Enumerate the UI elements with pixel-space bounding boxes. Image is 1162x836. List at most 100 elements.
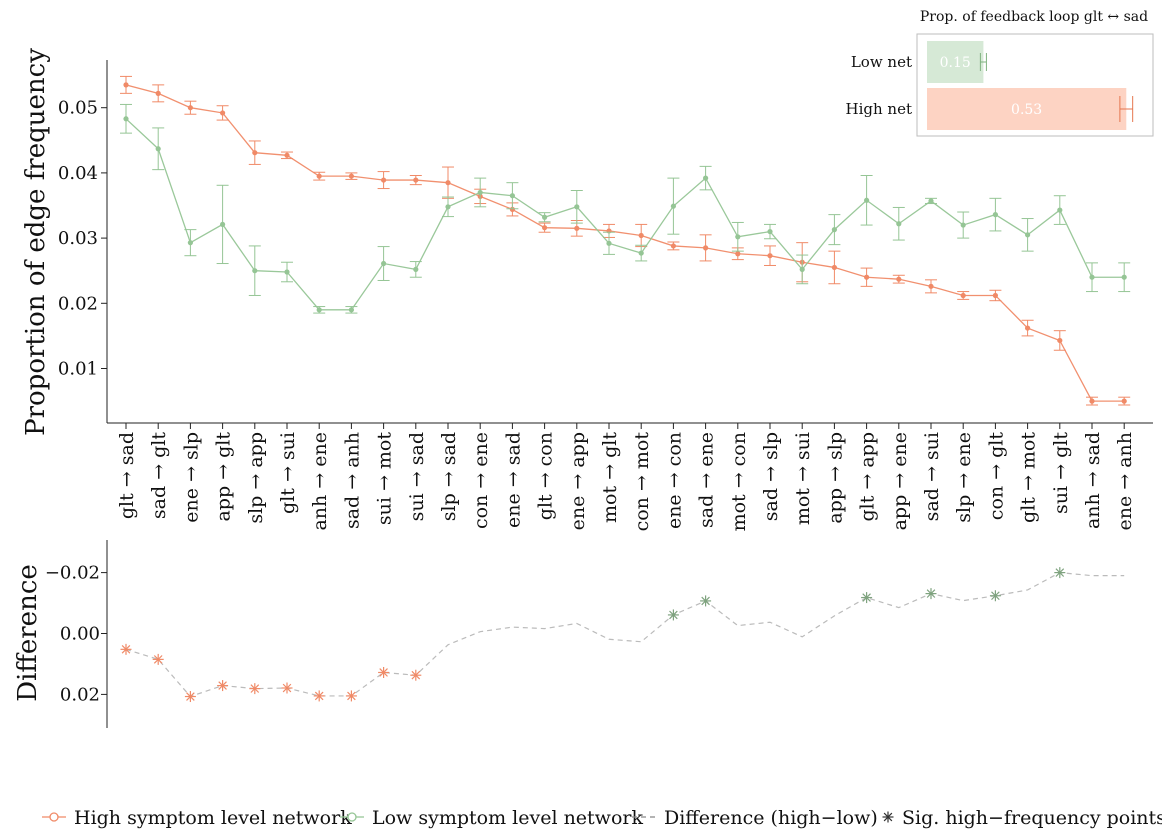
top-x-ticks: glt → sad sad → glt ene → slp app → glt slp … xyxy=(116,423,1136,531)
data-point xyxy=(1121,274,1127,280)
data-point xyxy=(155,146,161,152)
data-point xyxy=(413,266,419,272)
legend-item: Sig. high−frequency points xyxy=(882,807,1162,829)
bottom-series xyxy=(120,567,1125,703)
bottom-y-ticks: −0.02 0.00 0.02 xyxy=(45,563,107,705)
inset-title: Prop. of feedback loop glt ↔ sad xyxy=(920,9,1148,25)
top-x-tick-label: glt → sad xyxy=(116,432,138,519)
sig-marker-stroke xyxy=(218,681,227,690)
bottom-y-tick-label: 0.02 xyxy=(60,684,100,705)
data-point xyxy=(703,175,709,181)
data-point xyxy=(735,251,741,257)
top-x-tick-label: sad → glt xyxy=(148,432,170,519)
data-point xyxy=(960,292,966,299)
data-point xyxy=(831,264,838,271)
data-point xyxy=(445,180,451,186)
data-point xyxy=(413,177,419,183)
top-series xyxy=(120,75,1131,406)
top-x-tick-label: sad → ene xyxy=(696,432,718,528)
bottom-y-tick-label: −0.02 xyxy=(45,563,100,584)
data-point xyxy=(670,243,677,249)
data-point xyxy=(316,173,322,179)
data-point xyxy=(767,228,773,235)
top-y-tick-label: 0.03 xyxy=(58,228,98,249)
data-point xyxy=(542,214,548,220)
top-y-ticks: 0.01 0.02 0.03 0.04 0.05 xyxy=(58,98,107,380)
top-y-tick-label: 0.01 xyxy=(58,359,98,380)
data-point xyxy=(574,225,580,231)
data-point xyxy=(381,177,387,183)
sig-marker-stroke xyxy=(883,812,893,822)
top-x-tick-label: sad → anh xyxy=(341,432,363,529)
sig-marker xyxy=(667,609,679,621)
data-point xyxy=(992,212,999,218)
sig-marker xyxy=(249,683,261,695)
bottom-y-axis-title: Difference xyxy=(13,564,43,702)
sig-marker-stroke xyxy=(379,668,388,677)
data-point xyxy=(284,269,290,275)
series-low xyxy=(120,103,1131,314)
data-point xyxy=(252,150,258,156)
top-x-tick-label: slp → sad xyxy=(438,432,460,521)
sig-marker xyxy=(989,590,1001,602)
data-point xyxy=(703,245,709,251)
data-point xyxy=(477,189,483,196)
top-x-tick-label: slp → app xyxy=(245,432,267,524)
data-point xyxy=(638,250,644,256)
data-point xyxy=(220,221,226,228)
sig-marker-stroke xyxy=(282,683,292,693)
bottom-panel: −0.02 0.00 0.02 Difference xyxy=(13,540,1125,728)
inset-bars: Low net 0.15 High net 0.53 xyxy=(846,41,1134,130)
top-x-tick-label: sui → mot xyxy=(374,432,396,526)
sig-marker xyxy=(925,588,937,600)
top-x-tick-label: sui → sad xyxy=(406,432,428,521)
sig-marker xyxy=(313,690,325,702)
data-point xyxy=(348,307,354,313)
top-x-tick-label: ene → app xyxy=(567,432,589,530)
sig-marker-stroke xyxy=(862,593,871,602)
sig-marker-stroke xyxy=(250,684,260,693)
legend-label: Low symptom level network xyxy=(372,807,643,829)
data-point xyxy=(220,110,226,116)
data-point xyxy=(638,232,644,239)
data-point xyxy=(1121,398,1127,404)
data-point xyxy=(542,225,548,231)
inset-value-label: 0.53 xyxy=(1011,102,1042,118)
top-x-tick-label: glt → sui xyxy=(277,432,299,514)
sig-marker xyxy=(217,680,229,692)
sig-marker-stroke xyxy=(153,655,163,664)
data-point xyxy=(864,274,870,280)
sig-marker-stroke xyxy=(411,670,421,680)
sig-marker-stroke xyxy=(669,610,678,620)
sig-marker xyxy=(1054,567,1066,579)
data-point xyxy=(445,204,451,210)
top-x-tick-label: app → ene xyxy=(889,432,911,530)
sig-marker xyxy=(120,643,132,655)
data-point xyxy=(187,240,193,246)
data-point xyxy=(960,222,966,228)
data-point xyxy=(896,221,902,227)
data-point xyxy=(1057,337,1063,344)
data-point xyxy=(1025,232,1031,238)
inset-category-label: Low net xyxy=(851,53,912,71)
top-x-tick-label: ene → slp xyxy=(180,432,202,523)
top-x-tick-label: sui → glt xyxy=(1050,432,1072,514)
top-x-tick-label: glt → app xyxy=(857,432,879,522)
top-x-tick-label: app → slp xyxy=(824,432,846,524)
data-point xyxy=(155,90,161,96)
top-x-tick-label: glt → mot xyxy=(1018,432,1040,523)
inset-value-label: 0.15 xyxy=(940,55,971,71)
top-x-tick-label: ene → sad xyxy=(502,432,524,528)
top-y-tick-label: 0.02 xyxy=(58,293,98,314)
sig-marker xyxy=(152,653,164,665)
top-x-tick-label: sad → slp xyxy=(760,432,782,521)
sig-marker xyxy=(345,690,357,702)
series-line xyxy=(125,118,1125,311)
sig-marker-stroke xyxy=(347,691,356,701)
data-point xyxy=(509,193,515,199)
data-point xyxy=(799,266,805,272)
top-x-tick-label: ene → anh xyxy=(1114,432,1136,531)
inset-bar xyxy=(927,41,984,83)
sig-marker-stroke xyxy=(991,591,1000,601)
